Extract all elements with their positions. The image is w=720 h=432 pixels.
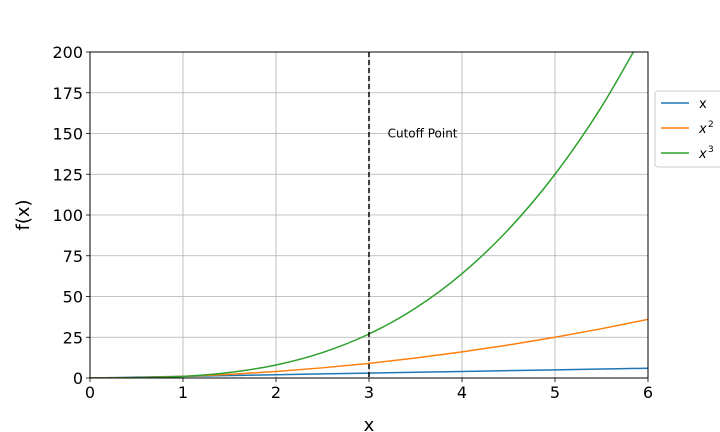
legend-label: x xyxy=(698,122,707,137)
legend-label: x xyxy=(699,97,707,112)
x-tick-label: 5 xyxy=(550,383,560,402)
y-tick-label: 125 xyxy=(52,165,83,184)
y-tick-label: 50 xyxy=(63,288,83,307)
y-tick-label: 25 xyxy=(63,328,83,347)
x-tick-label: 0 xyxy=(85,383,95,402)
x-axis-label: x xyxy=(364,415,375,432)
x-axis-ticks: 0 1 2 3 4 5 6 xyxy=(85,378,653,402)
x-tick-label: 3 xyxy=(364,383,374,402)
series-line-3 xyxy=(90,52,635,378)
y-axis-ticks: 0 25 50 75 100 125 150 175 200 xyxy=(52,43,90,388)
plot-area xyxy=(90,52,648,378)
y-tick-label: 175 xyxy=(52,84,83,103)
y-tick-label: 75 xyxy=(63,247,83,266)
y-tick-label: 200 xyxy=(52,43,83,62)
legend-label-exponent: 2 xyxy=(708,120,714,130)
x-tick-label: 6 xyxy=(643,383,653,402)
legend-label: x xyxy=(698,147,707,162)
cutoff-annotation: Cutoff Point xyxy=(388,127,458,141)
x-tick-label: 2 xyxy=(271,383,281,402)
y-tick-label: 0 xyxy=(73,369,83,388)
legend-box xyxy=(654,90,720,168)
legend: xx 2x 3 xyxy=(654,90,720,168)
y-axis-label: f(x) xyxy=(13,199,34,230)
x-tick-label: 4 xyxy=(457,383,467,402)
x-tick-label: 1 xyxy=(178,383,188,402)
y-tick-label: 100 xyxy=(52,206,83,225)
y-tick-label: 150 xyxy=(52,125,83,144)
legend-label-exponent: 3 xyxy=(708,145,714,155)
